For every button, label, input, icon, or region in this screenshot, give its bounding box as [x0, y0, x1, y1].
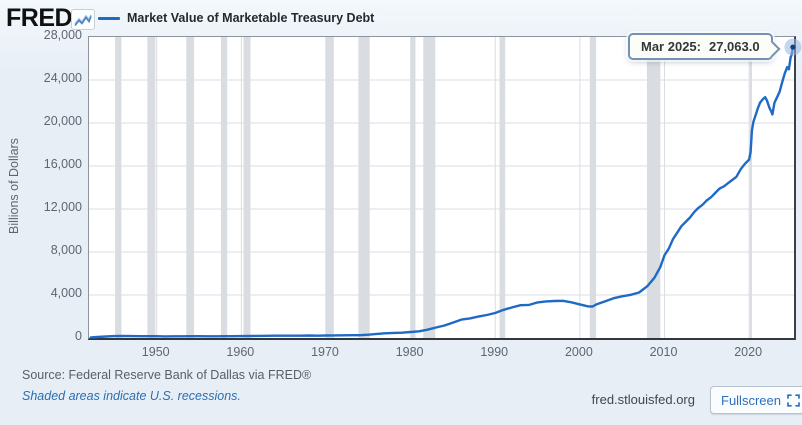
data-line [89, 45, 795, 339]
recession-band [423, 37, 436, 338]
fullscreen-icon [787, 393, 800, 407]
x-tick-label: 2010 [649, 345, 678, 359]
y-tick-label: 28,000 [43, 28, 82, 42]
recession-band [410, 37, 416, 338]
y-axis-title: Billions of Dollars [7, 138, 21, 234]
fullscreen-button[interactable]: Fullscreen [710, 386, 802, 414]
x-tick-label: 2000 [564, 345, 593, 359]
x-tick-label: 1980 [395, 345, 424, 359]
tooltip-date: Mar 2025: [641, 39, 701, 54]
legend-label: Market Value of Marketable Treasury Debt [127, 11, 375, 25]
last-point-dot [790, 44, 796, 50]
x-tick-label: 1960 [226, 345, 255, 359]
x-tick-label: 1950 [141, 345, 170, 359]
sparkline-icon [71, 9, 95, 30]
recession-band [589, 37, 597, 338]
legend-line-swatch [98, 16, 120, 20]
recession-band [220, 37, 228, 338]
legend: Market Value of Marketable Treasury Debt [98, 10, 374, 26]
site-label: fred.stlouisfed.org [591, 392, 695, 407]
y-tick-label: 0 [75, 329, 82, 343]
y-tick-label: 4,000 [50, 286, 82, 300]
tooltip: Mar 2025: 27,063.0 [628, 33, 781, 60]
y-tick-label: 16,000 [43, 157, 82, 171]
y-tick-label: 24,000 [43, 71, 82, 85]
x-tick-label: 1970 [311, 345, 339, 359]
tooltip-value: 27,063.0 [708, 39, 760, 54]
y-tick-label: 12,000 [43, 200, 82, 214]
x-tick-label: 1990 [480, 345, 509, 359]
x-tick-label: 2020 [734, 345, 763, 359]
recession-band [186, 37, 195, 338]
recession-band [749, 37, 752, 338]
recession-band [358, 37, 370, 338]
recession-band [499, 37, 506, 338]
recession-band [646, 37, 661, 338]
y-tick-label: 20,000 [43, 114, 82, 128]
y-tick-label: 8,000 [50, 243, 82, 257]
recession-band [325, 37, 334, 338]
recession-band [243, 37, 251, 338]
source-text: Source: Federal Reserve Bank of Dallas v… [22, 368, 312, 382]
plot-area[interactable] [88, 36, 802, 340]
recession-band [115, 37, 122, 338]
recession-band [147, 37, 156, 338]
fullscreen-label: Fullscreen [721, 392, 781, 408]
recession-note-link[interactable]: Shaded areas indicate U.S. recessions. [22, 389, 241, 403]
